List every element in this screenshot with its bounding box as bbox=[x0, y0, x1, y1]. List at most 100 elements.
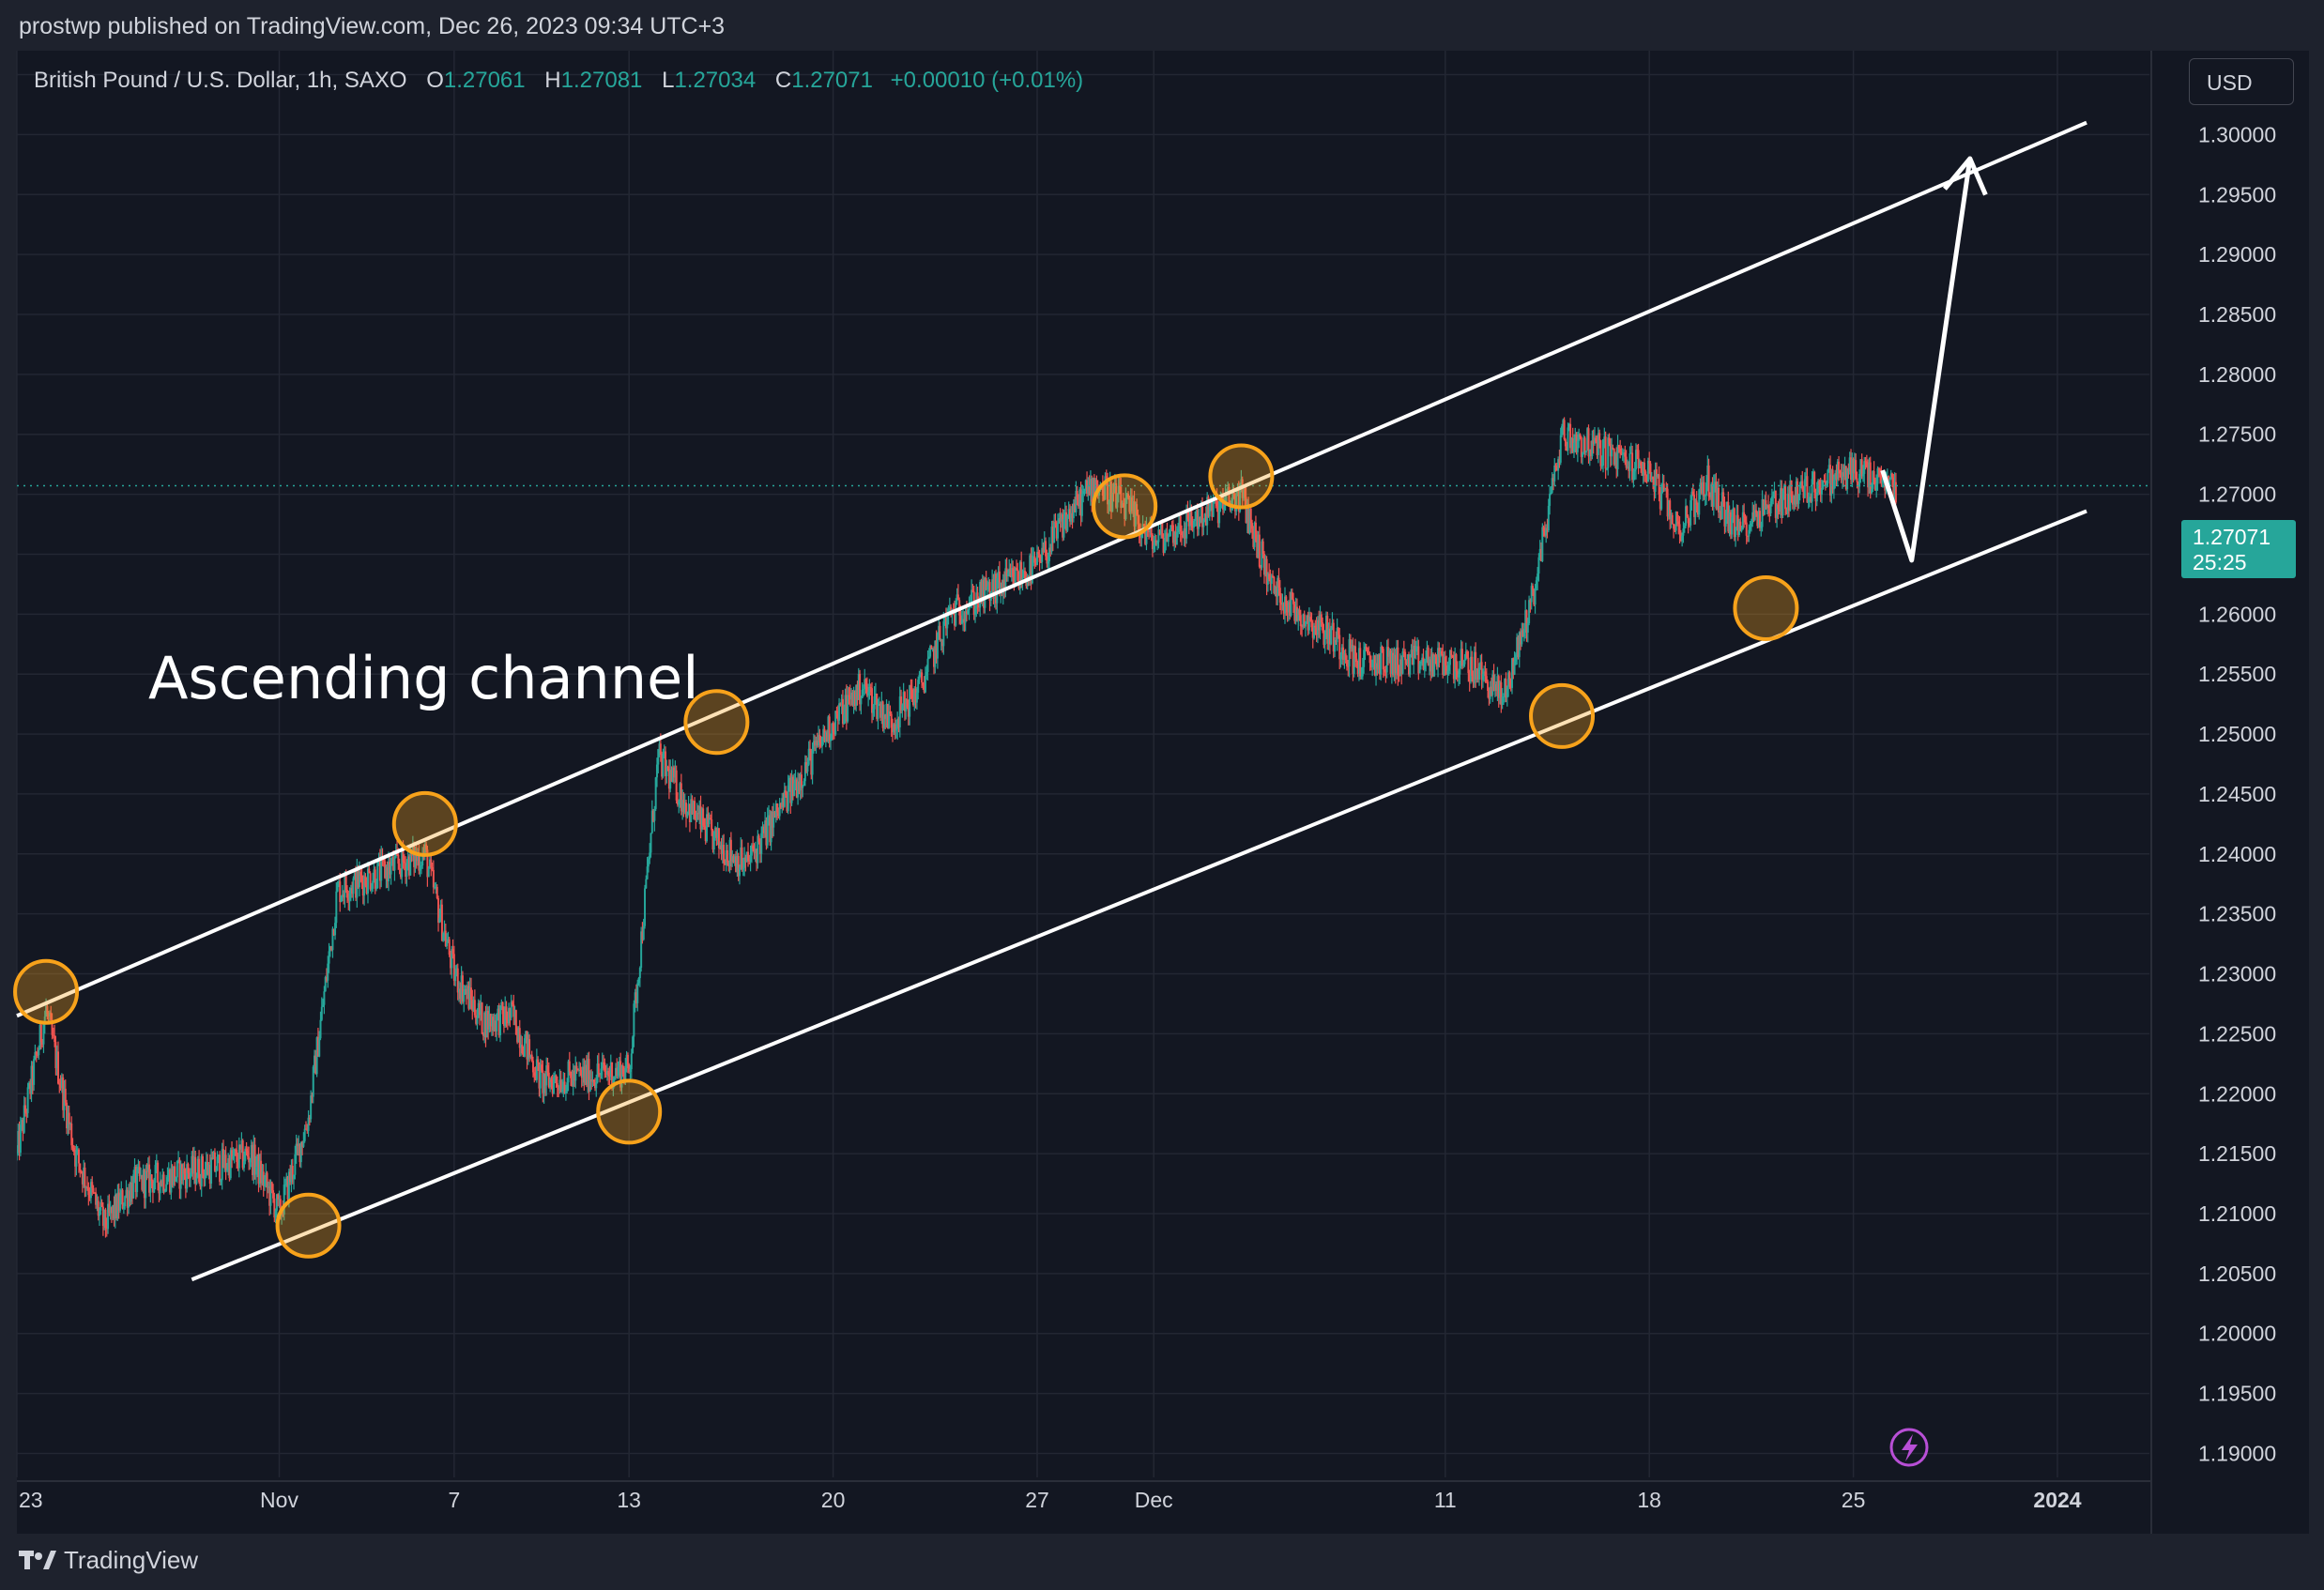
candle-body bbox=[1083, 488, 1086, 491]
change-value: +0.00010 (+0.01%) bbox=[890, 68, 1084, 93]
candle-body bbox=[793, 783, 796, 797]
candle-body bbox=[231, 1150, 234, 1159]
candle-body bbox=[1087, 485, 1090, 494]
candle-body bbox=[1483, 671, 1486, 675]
candle-body bbox=[1715, 482, 1718, 509]
candle-body bbox=[1575, 434, 1578, 452]
candle-body bbox=[1670, 514, 1673, 520]
candle-body bbox=[1000, 582, 1002, 594]
candle-body bbox=[950, 606, 953, 614]
candle-body bbox=[1460, 649, 1462, 662]
candle-body bbox=[991, 579, 994, 593]
candle-body bbox=[1667, 500, 1670, 517]
candle-body bbox=[158, 1183, 161, 1194]
candle-body bbox=[1390, 652, 1393, 674]
candle-body bbox=[1169, 529, 1171, 537]
candle-body bbox=[1508, 672, 1511, 680]
touch-point-circle[interactable] bbox=[1092, 473, 1158, 540]
touch-point-circle[interactable] bbox=[1733, 574, 1799, 641]
candle-body bbox=[466, 986, 469, 995]
candle-body bbox=[1455, 654, 1458, 671]
projection-arrowhead[interactable] bbox=[1943, 156, 1988, 196]
touch-point-circle[interactable] bbox=[596, 1078, 663, 1145]
candle-body bbox=[1712, 483, 1715, 507]
candle-body bbox=[23, 1105, 25, 1133]
candle-body bbox=[390, 857, 393, 864]
candle-body bbox=[1554, 465, 1557, 467]
candle-body bbox=[366, 868, 369, 894]
candle-body bbox=[1301, 626, 1304, 628]
symbol-legend[interactable]: British Pound / U.S. Dollar, 1h, SAXO O1… bbox=[34, 68, 1083, 94]
candle-body bbox=[223, 1154, 226, 1168]
candle-body bbox=[272, 1190, 275, 1199]
candle-body bbox=[681, 800, 684, 812]
touch-point-circle[interactable] bbox=[1208, 443, 1275, 510]
candle-body bbox=[475, 1015, 478, 1024]
candle-body bbox=[1743, 512, 1746, 517]
touch-point-circle[interactable] bbox=[391, 790, 458, 857]
candle-body bbox=[1068, 509, 1071, 522]
candle-body bbox=[211, 1157, 214, 1160]
channel-upper-line[interactable] bbox=[16, 120, 2087, 1018]
candle-body bbox=[1786, 494, 1789, 514]
candle-body bbox=[1516, 636, 1519, 655]
candle-body bbox=[898, 696, 901, 727]
candle-body bbox=[1844, 466, 1847, 490]
candle-body bbox=[502, 1014, 505, 1026]
symbol-name[interactable]: British Pound / U.S. Dollar, 1h, SAXO bbox=[34, 68, 407, 93]
candle-body bbox=[941, 639, 944, 647]
candle-body bbox=[1567, 427, 1569, 451]
candle-body bbox=[1285, 596, 1288, 606]
candle-body bbox=[1316, 619, 1319, 635]
candle-body bbox=[1060, 513, 1063, 522]
ascending-channel-label[interactable]: Ascending channel bbox=[148, 644, 699, 712]
candle-body bbox=[191, 1155, 193, 1173]
time-tick-label: 11 bbox=[1434, 1488, 1457, 1512]
candle-body bbox=[595, 1082, 598, 1089]
candle-body bbox=[1700, 482, 1703, 494]
projection-path[interactable] bbox=[1880, 158, 1973, 563]
candle-body bbox=[1427, 647, 1430, 665]
time-axis[interactable]: 23 Nov 7 13 20 27 Dec 11 18 25 2024 bbox=[17, 1480, 2151, 1512]
touch-point-circle[interactable] bbox=[275, 1192, 342, 1259]
price-axis[interactable]: 1.305001.300001.295001.290001.285001.280… bbox=[2150, 51, 2276, 1534]
candle-body bbox=[537, 1059, 540, 1063]
candle-body bbox=[1411, 650, 1414, 665]
currency-button[interactable]: USD bbox=[2189, 58, 2294, 105]
candle-body bbox=[303, 1128, 306, 1141]
channel-touch-markers[interactable] bbox=[13, 443, 1799, 1259]
candle-body bbox=[592, 1079, 595, 1083]
tradingview-brand[interactable]: TradingView bbox=[19, 1543, 198, 1577]
candle-body bbox=[1001, 579, 1004, 594]
candle-body bbox=[1588, 449, 1591, 457]
touch-point-circle[interactable] bbox=[13, 958, 80, 1025]
candle-body bbox=[642, 925, 645, 940]
candle-body bbox=[786, 795, 788, 812]
touch-point-circle[interactable] bbox=[683, 689, 750, 756]
candle-body bbox=[1254, 522, 1257, 541]
candle-body bbox=[965, 611, 968, 614]
candle-body bbox=[876, 693, 879, 719]
candle-body bbox=[103, 1209, 106, 1227]
channel-lower-line[interactable] bbox=[191, 509, 2087, 1282]
candle-body bbox=[1691, 491, 1694, 496]
candle-body bbox=[484, 1012, 487, 1038]
candle-body bbox=[1827, 465, 1830, 470]
candle-body bbox=[1777, 504, 1780, 510]
candle-body bbox=[489, 1014, 492, 1027]
candle-body bbox=[822, 728, 825, 737]
candle-body bbox=[1150, 523, 1153, 535]
alert-icon[interactable] bbox=[1889, 1428, 1929, 1467]
candle-body bbox=[538, 1063, 541, 1089]
candle-body bbox=[469, 987, 472, 1001]
candle-body bbox=[558, 1079, 561, 1091]
projection-arrow[interactable] bbox=[1880, 156, 1988, 563]
chart-area[interactable] bbox=[17, 51, 2309, 1534]
touch-point-circle[interactable] bbox=[1529, 682, 1596, 749]
candle-body bbox=[320, 1006, 323, 1020]
candle-body bbox=[99, 1201, 102, 1211]
candle-body bbox=[1132, 501, 1135, 512]
candle-body bbox=[348, 893, 351, 901]
candle-body bbox=[719, 845, 722, 849]
